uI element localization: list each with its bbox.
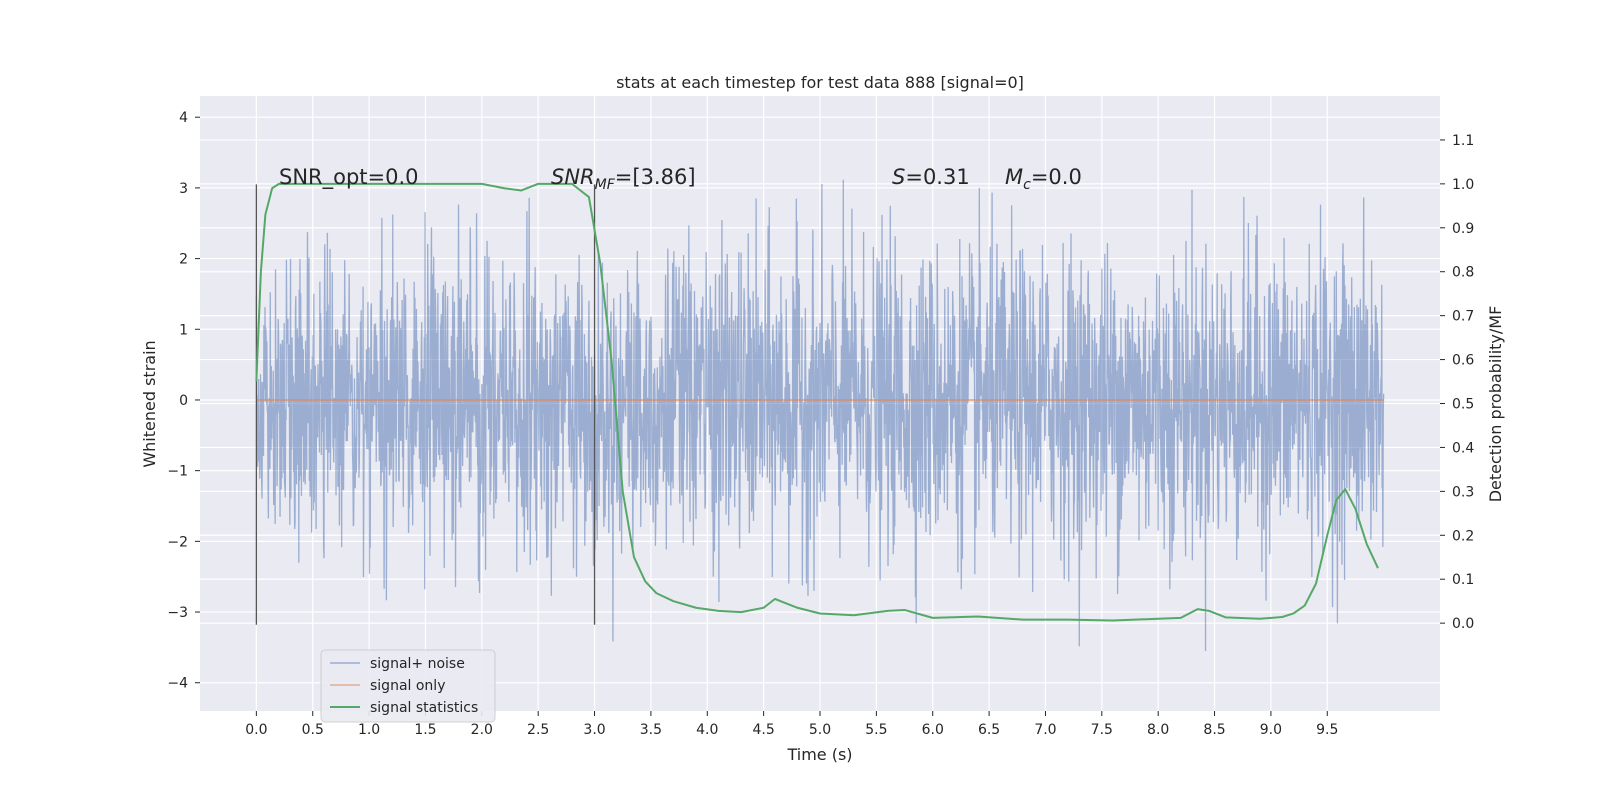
y-axis-label: Whitened strain	[140, 340, 159, 467]
x-tick-label: 5.5	[865, 722, 887, 738]
y-tick-label: 0	[179, 393, 188, 409]
vertical-markers	[255, 184, 596, 625]
x-tick-label: 3.0	[583, 722, 605, 738]
x-tick-label: 7.5	[1091, 722, 1113, 738]
y-tick-label: −2	[167, 534, 188, 550]
x-tick-label: 5.0	[809, 722, 831, 738]
y-right-tick-label: 0.6	[1452, 353, 1474, 369]
x-tick-label: 9.5	[1316, 722, 1338, 738]
x-tick-label: 2.0	[471, 722, 493, 738]
legend-box	[320, 649, 496, 723]
mc-value: =0.0	[1031, 165, 1082, 189]
snr-mf-main: SNR	[551, 165, 595, 189]
y-right-tick-label: 1.1	[1452, 133, 1474, 149]
mc-sub: c	[1023, 177, 1031, 193]
s-stat-annotation: S=0.31	[892, 165, 970, 189]
mc-annotation: Mc=0.0	[1005, 165, 1082, 193]
chart-title: stats at each timestep for test data 888…	[616, 73, 1024, 92]
x-tick-label: 8.0	[1147, 722, 1169, 738]
x-tick-labels: 0.0 0.5 1.0 1.5 2.0 2.5 3.0 3.5 4.0 4.5 5.0 5.5 6.0 6…	[245, 711, 1338, 738]
x-tick-label: 6.0	[922, 722, 944, 738]
snr-mf-sub: MF	[595, 177, 616, 193]
snr-mf-annotation: SNRMF=[3.86]	[551, 165, 696, 193]
x-tick-label: 8.5	[1203, 722, 1225, 738]
statistics-series	[255, 182, 1379, 622]
y-tick-label: 4	[179, 110, 188, 126]
y-tick-label: 1	[179, 322, 188, 338]
x-tick-label: 1.5	[414, 722, 436, 738]
x-axis-label: Time (s)	[786, 745, 852, 764]
y-right-tick-label: 0.9	[1452, 221, 1474, 237]
noise-series	[255, 179, 1385, 652]
x-tick-label: 0.0	[245, 722, 267, 738]
x-tick-label: 4.0	[696, 722, 718, 738]
x-tick-label: 3.5	[640, 722, 662, 738]
y-right-tick-label: 0.5	[1452, 397, 1474, 413]
mc-main: M	[1005, 165, 1023, 189]
x-tick-label: 9.0	[1260, 722, 1282, 738]
y-right-tick-label: 0.1	[1452, 572, 1474, 588]
s-stat-main: S	[892, 165, 905, 189]
y-tick-label: −1	[167, 464, 188, 480]
y-tick-label: 3	[179, 181, 188, 197]
y-right-tick-label: 1.0	[1452, 177, 1474, 193]
legend-label-signal-statistics: signal statistics	[370, 700, 478, 716]
y-right-tick-label: 0.4	[1452, 440, 1474, 456]
x-tick-label: 6.5	[978, 722, 1000, 738]
snr-opt-annotation: SNR_opt=0.0	[279, 165, 419, 190]
signal-statistics-line	[255, 182, 1379, 622]
y-tick-label: −4	[167, 676, 188, 692]
legend-label-signal-only: signal only	[370, 678, 445, 694]
y-right-tick-label: 0.2	[1452, 528, 1474, 544]
y-right-tick-labels: 1.1 1.0 0.9 0.8 0.7 0.6 0.5 0.4 0.3 0.2 0.1 0.0	[1440, 133, 1474, 632]
y-right-tick-label: 0.0	[1452, 616, 1474, 632]
y-tick-labels: 4 3 2 1 0 −1 −2 −3 −4	[167, 110, 200, 692]
y-tick-label: −3	[167, 605, 188, 621]
x-tick-label: 2.5	[527, 722, 549, 738]
y-right-tick-label: 0.8	[1452, 265, 1474, 281]
s-stat-value: =0.31	[905, 165, 969, 189]
y-tick-label: 2	[179, 252, 188, 268]
x-tick-label: 4.5	[753, 722, 775, 738]
legend-label-signal-noise: signal+ noise	[370, 656, 465, 672]
y-right-axis-label: Detection probability/MF	[1486, 306, 1505, 503]
x-tick-label: 0.5	[302, 722, 324, 738]
snr-mf-value: =[3.86]	[615, 165, 696, 189]
legend: signal+ noise signal only signal statist…	[320, 649, 496, 723]
x-tick-label: 1.0	[358, 722, 380, 738]
y-right-tick-label: 0.7	[1452, 309, 1474, 325]
y-right-tick-label: 0.3	[1452, 484, 1474, 500]
x-tick-label: 7.0	[1034, 722, 1056, 738]
signal-noise-line	[255, 179, 1385, 652]
